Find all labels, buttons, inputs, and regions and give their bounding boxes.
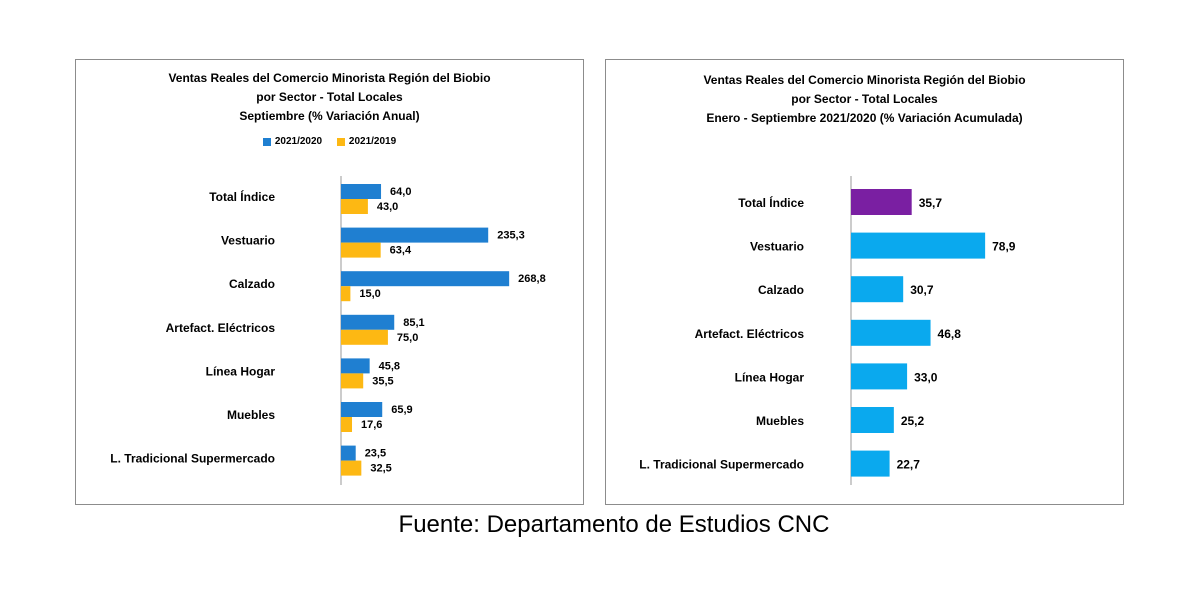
category-label-total-indice: Total Índice <box>738 195 804 210</box>
bar-2021-2019-artefact-electricos <box>341 329 388 345</box>
category-label-linea-hogar: Línea Hogar <box>735 370 805 384</box>
bar-2021-2019-muebles <box>341 417 353 432</box>
data-label-2021-2020-linea-hogar: 45,8 <box>379 360 400 372</box>
bar-2021-2019-total-indice <box>341 199 368 214</box>
data-label-artefact-electricos: 46,8 <box>938 327 962 341</box>
legend-label: 2021/2019 <box>348 136 397 147</box>
data-label-2021-2020-l-tradicional-supermercado: 23,5 <box>365 448 386 460</box>
data-label-total-indice: 35,7 <box>919 196 943 210</box>
data-label-2021-2019-calzado: 15,0 <box>359 288 380 300</box>
bar-2021-2020-muebles <box>341 402 383 417</box>
legend-item-2021-2019: 2021/2019 <box>336 136 397 147</box>
legend-swatch-blue <box>262 137 271 146</box>
bar-2021-2020-artefact-electricos <box>341 314 395 330</box>
bar-2021-2019-linea-hogar <box>341 373 364 389</box>
bar-muebles <box>851 407 894 433</box>
bar-chart-monthly: Total Índice 64,0 43,0 Vestuario 235,3 63,4 Ca… <box>110 176 546 485</box>
data-label-2021-2019-l-tradicional-supermercado: 32,5 <box>370 463 391 475</box>
chart-title-line-3: Septiembre (% Variación Anual) <box>239 109 420 123</box>
bar-vestuario <box>851 232 986 259</box>
bar-2021-2020-l-tradicional-supermercado <box>341 445 356 461</box>
chart-title-line-2: por Sector - Total Locales <box>791 92 938 106</box>
category-label-muebles: Muebles <box>756 414 804 428</box>
data-label-calzado: 30,7 <box>910 283 934 297</box>
category-label-calzado: Calzado <box>229 277 275 291</box>
data-label-linea-hogar: 33,0 <box>914 370 938 384</box>
data-label-2021-2019-linea-hogar: 35,5 <box>372 375 393 387</box>
category-label-total-indice: Total Índice <box>209 189 275 204</box>
legend-label: 2021/2020 <box>274 136 323 147</box>
category-label-vestuario: Vestuario <box>221 234 275 248</box>
bar-2021-2019-vestuario <box>341 242 381 258</box>
chart-title-line-3: Enero - Septiembre 2021/2020 (% Variació… <box>706 111 1023 125</box>
data-label-2021-2019-artefact-electricos: 75,0 <box>397 332 418 344</box>
bar-2021-2019-calzado <box>341 286 351 302</box>
chart-panel-accumulated: Ventas Reales del Comercio Minorista Reg… <box>605 59 1124 505</box>
bar-l-tradicional-supermercado <box>851 450 890 477</box>
chart-panel-monthly: Ventas Reales del Comercio Minorista Reg… <box>75 59 584 505</box>
legend-swatch-yellow <box>336 137 345 146</box>
chart-title-line-1: Ventas Reales del Comercio Minorista Reg… <box>168 71 491 85</box>
bar-chart-accumulated: Total Índice 35,7 Vestuario 78,9 Calzado 30,7… <box>639 176 1016 485</box>
chart-legend: 2021/2020 2021/2019 <box>76 136 583 149</box>
chart-title-line-1: Ventas Reales del Comercio Minorista Reg… <box>703 73 1026 87</box>
category-label-artefact-electricos: Artefact. Eléctricos <box>695 327 805 341</box>
data-label-2021-2020-vestuario: 235,3 <box>497 230 525 242</box>
bar-2021-2020-calzado <box>341 271 510 287</box>
bar-2021-2020-total-indice <box>341 184 382 199</box>
category-label-l-tradicional-supermercado: L. Tradicional Supermercado <box>110 452 275 466</box>
category-label-artefact-electricos: Artefact. Eléctricos <box>166 321 276 335</box>
bar-2021-2020-vestuario <box>341 227 489 243</box>
category-label-calzado: Calzado <box>758 283 804 297</box>
data-label-vestuario: 78,9 <box>992 240 1016 254</box>
legend-item-2021-2020: 2021/2020 <box>262 136 323 147</box>
bar-total-indice <box>851 189 912 215</box>
bar-linea-hogar <box>851 363 908 390</box>
data-label-2021-2020-total-indice: 64,0 <box>390 186 411 198</box>
category-label-l-tradicional-supermercado: L. Tradicional Supermercado <box>639 458 804 472</box>
data-label-2021-2020-muebles: 65,9 <box>391 404 412 416</box>
bar-artefact-electricos <box>851 319 931 346</box>
bar-2021-2019-l-tradicional-supermercado <box>341 460 362 476</box>
chart-title-line-2: por Sector - Total Locales <box>256 90 403 104</box>
category-label-muebles: Muebles <box>227 408 275 422</box>
source-note: Fuente: Departamento de Estudios CNC <box>398 511 830 538</box>
data-label-2021-2019-total-indice: 43,0 <box>377 201 398 213</box>
data-label-2021-2019-muebles: 17,6 <box>361 419 382 431</box>
category-label-linea-hogar: Línea Hogar <box>206 364 276 378</box>
data-label-2021-2019-vestuario: 63,4 <box>390 245 412 257</box>
data-label-l-tradicional-supermercado: 22,7 <box>897 458 921 472</box>
data-label-2021-2020-calzado: 268,8 <box>518 273 546 285</box>
data-label-muebles: 25,2 <box>901 414 925 428</box>
bar-2021-2020-linea-hogar <box>341 358 370 374</box>
category-label-vestuario: Vestuario <box>750 240 804 254</box>
bar-calzado <box>851 276 904 303</box>
data-label-2021-2020-artefact-electricos: 85,1 <box>403 317 424 329</box>
